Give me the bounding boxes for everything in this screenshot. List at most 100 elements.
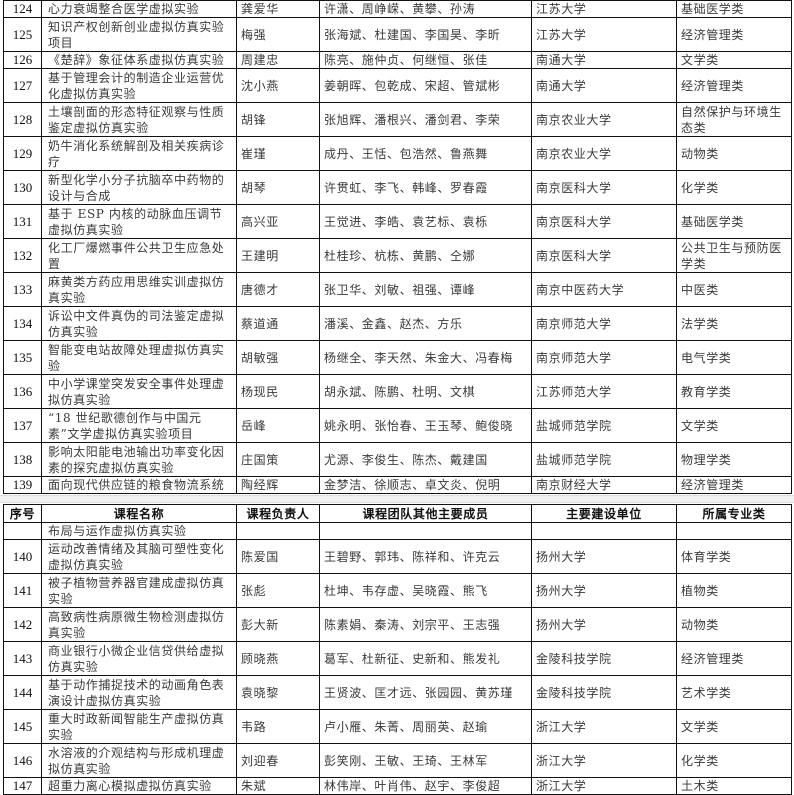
- cell-no: 124: [3, 0, 42, 18]
- cell-category: 法学类: [676, 306, 792, 341]
- cell-no: 128: [3, 102, 42, 137]
- cell-no: 133: [3, 272, 42, 307]
- cell-name: 面向现代供应链的粮食物流系统: [41, 476, 237, 494]
- cell-unit: 南京中医药大学: [531, 272, 677, 307]
- cell-unit: 南京师范大学: [531, 306, 677, 341]
- cell-members: 林伟岸、叶肖伟、赵宇、李俊超: [319, 777, 532, 795]
- cell-leader: 崔瑾: [236, 136, 320, 171]
- cell-members: 许潇、周峥嵘、黄攀、孙涛: [319, 0, 532, 18]
- cell-unit: 南京财经大学: [531, 476, 677, 494]
- cell-members: 葛军、杜新征、史新和、熊发礼: [319, 641, 532, 676]
- course-table-page-2: 序号 课程名称 课程负责人 课程团队其他主要成员 主要建设单位 所属专业类 布局…: [3, 504, 792, 795]
- cell-leader: 庄国策: [236, 442, 320, 477]
- cell-category: 植物类: [676, 573, 792, 608]
- table-row: 147 超重力离心模拟虚拟仿真实验 朱斌 林伟岸、叶肖伟、赵宇、李俊超 浙江大学 土木类: [3, 777, 792, 795]
- cell-category: 土木类: [676, 777, 792, 795]
- cell-leader: 张彪: [236, 573, 320, 608]
- header-unit: 主要建设单位: [531, 504, 677, 523]
- table-row: 127 基于管理会计的制造企业运营优化虚拟仿真实验 沈小燕 姜朝晖、包乾成、宋超、管斌…: [3, 68, 792, 103]
- header-leader: 课程负责人: [236, 504, 320, 523]
- table-row: 137 “18 世纪歌德创作与中国元素”文学虚拟仿真实验项目 岳峰 姚永明、张怡春、王…: [3, 408, 792, 443]
- cell-members: [319, 522, 532, 540]
- cell-name: 基于动作捕捉技术的动画角色表演设计虚拟仿真实验: [41, 675, 237, 710]
- cell-no: 132: [3, 238, 42, 273]
- header-members: 课程团队其他主要成员: [319, 504, 532, 523]
- header-name: 课程名称: [41, 504, 237, 523]
- cell-name: 运动改善情绪及其脑可塑性变化虚拟仿真实验: [41, 539, 237, 574]
- cell-no: 142: [3, 607, 42, 642]
- cell-category: 动物类: [676, 607, 792, 642]
- cell-leader: 陶经辉: [236, 476, 320, 494]
- cell-unit: 江苏大学: [531, 0, 677, 18]
- cell-leader: 高兴亚: [236, 204, 320, 239]
- cell-members: 王觉进、李皓、袁艺标、袁栎: [319, 204, 532, 239]
- header-no: 序号: [3, 504, 42, 523]
- cell-unit: [531, 522, 677, 540]
- cell-members: 彭笑刚、王敏、王琦、王林军: [319, 743, 532, 778]
- header-category: 所属专业类: [676, 504, 792, 523]
- header-row: 序号 课程名称 课程负责人 课程团队其他主要成员 主要建设单位 所属专业类: [3, 504, 792, 523]
- cell-unit: 扬州大学: [531, 539, 677, 574]
- cell-members: 姜朝晖、包乾成、宋超、管斌彬: [319, 68, 532, 103]
- cell-leader: 龚爱华: [236, 0, 320, 18]
- cell-members: 姚永明、张怡春、王玉琴、鲍俊晓: [319, 408, 532, 443]
- table-row: 131 基于 ESP 内核的动脉血压调节虚拟仿真实验 高兴亚 王觉进、李皓、袁艺标、袁…: [3, 204, 792, 239]
- cell-leader: 唐德才: [236, 272, 320, 307]
- table-row: 142 高致病性病原微生物检测虚拟仿真实验 彭大新 陈素娟、秦涛、刘宗平、王志强 扬州大…: [3, 607, 792, 642]
- table-row: 126 《楚辞》象征体系虚拟仿真实验 周建忠 陈亮、施仲贞、何继恒、张佳 南通大学 文学类: [3, 51, 792, 69]
- cell-members: 金梦洁、徐顺志、卓文炎、倪明: [319, 476, 532, 494]
- cell-leader: [236, 522, 320, 540]
- cell-unit: 盐城师范学院: [531, 408, 677, 443]
- cell-members: 陈亮、施仲贞、何继恒、张佳: [319, 51, 532, 69]
- cell-leader: 杨现民: [236, 374, 320, 409]
- cell-leader: 刘迎春: [236, 743, 320, 778]
- cell-unit: 南通大学: [531, 68, 677, 103]
- table-row: 135 智能变电站故障处理虚拟仿真实验 胡敏强 杨继全、李天然、朱金大、冯春梅 南京师范…: [3, 340, 792, 375]
- cell-category: 基础医学类: [676, 0, 792, 18]
- table-row: 143 商业银行小微企业信贷供给虚拟仿真实验 顾晓燕 葛军、杜新征、史新和、熊发礼 金陵…: [3, 641, 792, 676]
- table-row: 124 心力衰竭整合医学虚拟实验 龚爱华 许潇、周峥嵘、黄攀、孙涛 江苏大学 基础医学类: [3, 0, 792, 18]
- cell-leader: 沈小燕: [236, 68, 320, 103]
- cell-name: 麻黄类方药应用思维实训虚拟仿真实验: [41, 272, 237, 307]
- cell-no: 131: [3, 204, 42, 239]
- table-row: 141 被子植物营养器官建成虚拟仿真实验 张彪 杜坤、韦存虚、吴晓霞、熊飞 扬州大学 植物…: [3, 573, 792, 608]
- cell-leader: 彭大新: [236, 607, 320, 642]
- cell-leader: 朱斌: [236, 777, 320, 795]
- cell-leader: 梅强: [236, 17, 320, 52]
- cell-category: 化学类: [676, 743, 792, 778]
- cell-category: 体育学类: [676, 539, 792, 574]
- cell-category: 基础医学类: [676, 204, 792, 239]
- cell-no: 144: [3, 675, 42, 710]
- cell-name: 化工厂爆燃事件公共卫生应急处置: [41, 238, 237, 273]
- cell-leader: 韦路: [236, 709, 320, 744]
- table-body-1: 124 心力衰竭整合医学虚拟实验 龚爱华 许潇、周峥嵘、黄攀、孙涛 江苏大学 基础医学类 1…: [3, 0, 792, 494]
- cell-category: 艺术学类: [676, 675, 792, 710]
- cell-name: 《楚辞》象征体系虚拟仿真实验: [41, 51, 237, 69]
- cell-members: 卢小雁、朱菁、周丽英、赵瑜: [319, 709, 532, 744]
- cell-category: 文学类: [676, 408, 792, 443]
- table-row: 129 奶牛消化系统解剖及相关疾病诊疗 崔瑾 成丹、王恬、包浩然、鲁燕舞 南京农业大学动…: [3, 136, 792, 171]
- cell-unit: 南京医科大学: [531, 170, 677, 205]
- cell-no: 135: [3, 340, 42, 375]
- table-row: 144 基于动作捕捉技术的动画角色表演设计虚拟仿真实验 袁晓黎 王贤波、匡才远、张园园…: [3, 675, 792, 710]
- cell-members: 胡永斌、陈鹏、杜明、文棋: [319, 374, 532, 409]
- cell-members: 尤源、李俊生、陈杰、戴建国: [319, 442, 532, 477]
- cell-name: 基于管理会计的制造企业运营优化虚拟仿真实验: [41, 68, 237, 103]
- cell-no: 139: [3, 476, 42, 494]
- page-break: [0, 495, 794, 503]
- cell-no: 145: [3, 709, 42, 744]
- cell-no: 125: [3, 17, 42, 52]
- cell-no: [3, 522, 42, 540]
- cell-name: 超重力离心模拟虚拟仿真实验: [41, 777, 237, 795]
- cell-name: 商业银行小微企业信贷供给虚拟仿真实验: [41, 641, 237, 676]
- cell-no: 129: [3, 136, 42, 171]
- cell-members: 陈素娟、秦涛、刘宗平、王志强: [319, 607, 532, 642]
- cell-unit: 南京医科大学: [531, 238, 677, 273]
- cell-name: 中小学课堂突发安全事件处理虚拟仿真实验: [41, 374, 237, 409]
- cell-category: 文学类: [676, 51, 792, 69]
- table-row: 125 知识产权创新创业虚拟仿真实验项目 梅强 张海斌、杜建国、李国昊、李昕 江苏大学经…: [3, 17, 792, 52]
- cell-leader: 蔡道通: [236, 306, 320, 341]
- cell-unit: 浙江大学: [531, 709, 677, 744]
- cell-no: 138: [3, 442, 42, 477]
- cell-unit: 盐城师范学院: [531, 442, 677, 477]
